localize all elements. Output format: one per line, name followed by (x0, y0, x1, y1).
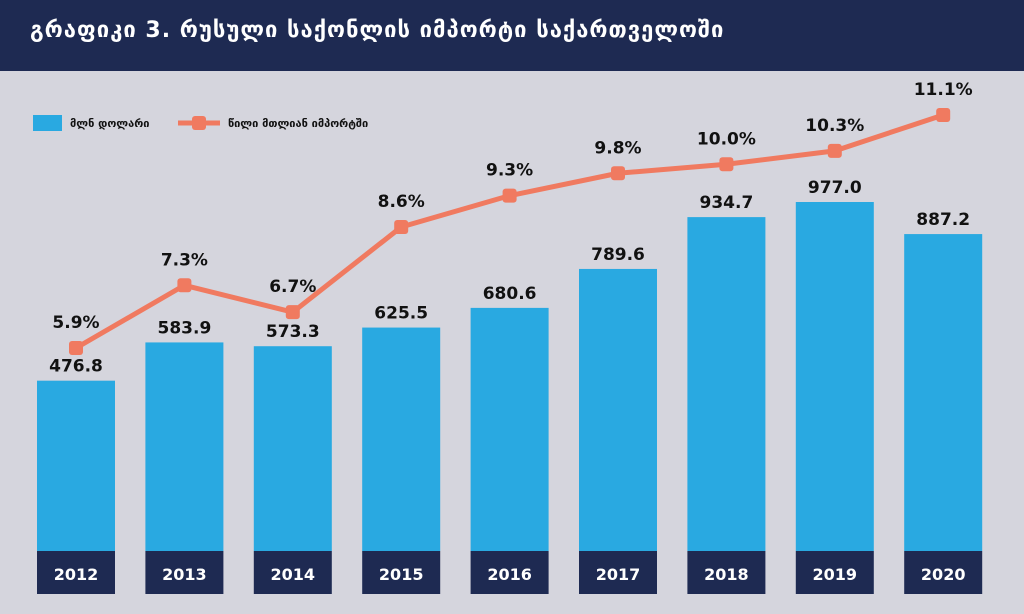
x-tick-box (362, 551, 441, 594)
bar-value-label: 977.0 (808, 178, 862, 198)
bar-2019 (795, 202, 874, 551)
bar-value-label: 625.5 (374, 304, 428, 324)
x-tick-box (904, 551, 983, 594)
x-tick-box (253, 551, 332, 594)
x-tick-box (470, 551, 549, 594)
x-tick-label: 2020 (921, 565, 966, 584)
x-tick-label: 2016 (487, 565, 532, 584)
line-point-2013 (177, 278, 192, 293)
line-point-2018 (719, 157, 734, 172)
x-tick-box (795, 551, 874, 594)
line-point-2017 (611, 166, 625, 181)
bar-value-label: 583.9 (158, 318, 212, 338)
x-tick-label: 2019 (813, 565, 858, 584)
x-tick-box (145, 551, 224, 594)
line-point-2014 (285, 305, 300, 320)
line-value-label: 10.0% (697, 129, 756, 149)
legend-line-marker (192, 116, 206, 130)
line-point-2016 (502, 188, 517, 203)
bar-2014 (253, 346, 332, 551)
legend-line-label: წილი მთლიან იმპორტში (228, 117, 368, 130)
line-value-label: 9.3% (486, 161, 533, 181)
bar-2016 (470, 307, 549, 551)
bar-2020 (904, 234, 983, 551)
bar-value-label: 789.6 (591, 245, 645, 265)
line-value-label: 11.1% (914, 80, 973, 100)
x-tick-box (687, 551, 766, 594)
line-point-2012 (69, 341, 83, 355)
line-point-2020 (936, 108, 951, 122)
bar-value-label: 680.6 (483, 284, 537, 304)
line-value-label: 6.7% (269, 277, 316, 297)
legend-bar-swatch (33, 115, 62, 131)
bar-2013 (145, 342, 224, 551)
bar-2012 (37, 380, 115, 551)
x-tick-box (37, 551, 115, 594)
x-tick-label: 2013 (162, 565, 207, 584)
x-tick-label: 2018 (704, 565, 749, 584)
line-value-label: 5.9% (52, 313, 99, 333)
bar-value-label: 887.2 (916, 210, 970, 230)
bar-value-label: 476.8 (49, 357, 103, 377)
legend-bar-label: მლნ დოლარი (70, 117, 149, 130)
line-value-label: 9.8% (594, 138, 641, 158)
line-point-2015 (394, 220, 409, 235)
bar-2018 (687, 217, 766, 551)
x-tick-label: 2017 (596, 565, 641, 584)
bar-2017 (579, 268, 657, 551)
line-point-2019 (827, 143, 842, 158)
x-tick-label: 2014 (271, 565, 316, 584)
legend: მლნ დოლარი წილი მთლიან იმპორტში (33, 115, 368, 131)
bar-value-label: 573.3 (266, 322, 320, 342)
x-tick-box (579, 551, 657, 594)
line-value-label: 8.6% (378, 192, 425, 212)
chart-title: გრაფიკი 3. რუსული საქონლის იმპორტი საქარ… (30, 18, 725, 43)
line-value-label: 7.3% (161, 250, 208, 270)
bar-value-label: 934.7 (700, 193, 754, 213)
chart-header: გრაფიკი 3. რუსული საქონლის იმპორტი საქარ… (0, 0, 1024, 71)
line-value-label: 10.3% (805, 116, 864, 136)
x-tick-label: 2015 (379, 565, 424, 584)
x-tick-label: 2012 (54, 565, 99, 584)
bar-2015 (362, 327, 441, 551)
